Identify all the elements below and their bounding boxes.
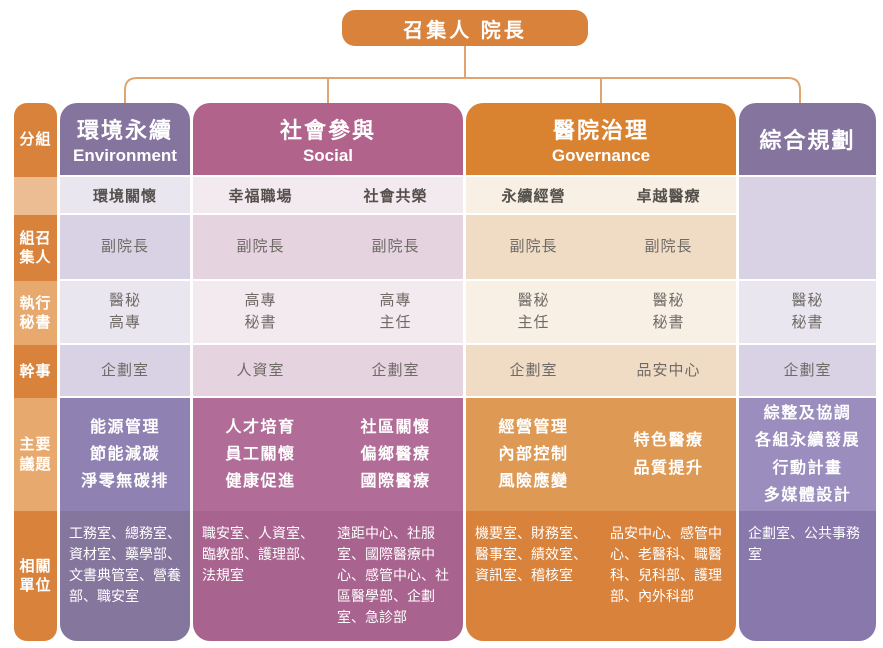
column-title-zh: 環境永續 <box>76 117 173 143</box>
row-subconveners: 副院長 副院長 <box>466 215 736 281</box>
row-secretaries: 醫秘 主任 醫秘 秘書 <box>466 281 736 345</box>
cell-topics: 特色醫療 品質提升 <box>633 432 704 477</box>
cell-secretary: 高專 主任 <box>379 292 412 331</box>
cell-subgroup-name: 卓越醫療 <box>636 187 701 205</box>
cell-units-text: 企劃室、公共事務室 <box>748 525 860 562</box>
cell-units: 工務室、總務室、資材室、藥學部、文書典管室、營養部、職安室 <box>60 511 190 641</box>
column-header-social: 社會參與 Social <box>193 103 463 177</box>
cell-subgroup-name: 社會共榮 <box>363 187 428 205</box>
column-title-en: Social <box>302 145 354 165</box>
row-subgroup-names: 幸福職場 社會共榮 <box>193 177 463 215</box>
cell-subgroup-name: 環境關懷 <box>60 177 190 215</box>
cell-units-text: 品安中心、感管中心、老醫科、職醫科、兒科部、護理部、內外科部 <box>610 525 722 604</box>
connector-horizontal <box>124 77 801 103</box>
cell-secretary: 醫秘 秘書 <box>739 281 876 345</box>
cell-subconvener: 副院長 <box>509 238 558 256</box>
column-environment: 環境永續 Environment 環境關懷 副院長 醫秘 高專 企劃室 能源管理… <box>60 103 190 641</box>
column-title-en: Governance <box>551 145 651 165</box>
row-units: 職安室、人資室、臨教部、護理部、法規室 遠距中心、社服室、國際醫療中心、感管中心… <box>193 511 463 641</box>
cell-officer: 人資室 <box>236 361 285 379</box>
cell-subconvener: 副院長 <box>236 238 285 256</box>
column-governance: 醫院治理 Governance 永續經營 卓越醫療 副院長 副院長 醫秘 主任 … <box>466 103 736 641</box>
column-social: 社會參與 Social 幸福職場 社會共榮 副院長 副院長 高專 秘書 高專 主… <box>193 103 463 641</box>
row-officers: 人資室 企劃室 <box>193 345 463 398</box>
cell-subgroup-name: 永續經營 <box>501 187 566 205</box>
column-planning: 綜合規劃 醫秘 秘書 企劃室 綜整及協調 各組永續發展 行動計畫 多媒體設計 企… <box>739 103 876 641</box>
cell-subgroup-name: 幸福職場 <box>228 187 293 205</box>
cell-units: 企劃室、公共事務室 <box>739 511 876 641</box>
row-officers: 企劃室 品安中心 <box>466 345 736 398</box>
cell-officer: 企劃室 <box>509 361 558 379</box>
cell-officer: 企劃室 <box>371 361 420 379</box>
row-topics: 人才培育 員工關懷 健康促進 社區關懷 偏鄉醫療 國際醫療 <box>193 398 463 511</box>
row-label-rail: 分組 組召 集人 執行 秘書 幹事 主要 議題 相關 單位 <box>14 103 57 641</box>
cell-subgroup-merged <box>739 177 876 281</box>
row-units: 機要室、財務室、醫事室、績效室、資訊室、稽核室 品安中心、感管中心、老醫科、職醫… <box>466 511 736 641</box>
column-header-governance: 醫院治理 Governance <box>466 103 736 177</box>
cell-topics: 經營管理 內部控制 風險應變 <box>498 418 569 491</box>
cell-topics: 人才培育 員工關懷 健康促進 <box>225 418 296 491</box>
cell-topics: 能源管理 節能減碳 淨零無碳排 <box>60 398 190 511</box>
row-topics: 經營管理 內部控制 風險應變 特色醫療 品質提升 <box>466 398 736 511</box>
cell-officer: 品安中心 <box>636 361 701 379</box>
cell-topics: 社區關懷 偏鄉醫療 國際醫療 <box>360 418 431 491</box>
cell-units-text: 遠距中心、社服室、國際醫療中心、感管中心、社區醫學部、企劃室、急診部 <box>337 525 449 625</box>
row-secretaries: 高專 秘書 高專 主任 <box>193 281 463 345</box>
cell-subconvener: 副院長 <box>60 215 190 281</box>
cell-subconvener: 副院長 <box>644 238 693 256</box>
column-title-en: Environment <box>73 145 177 165</box>
column-title-zh: 醫院治理 <box>552 117 649 143</box>
cell-secretary: 醫秘 主任 <box>517 292 550 331</box>
row-label-group: 分組 <box>14 103 57 177</box>
cell-officer: 企劃室 <box>60 345 190 398</box>
cell-secretary: 醫秘 高專 <box>60 281 190 345</box>
connector-lines <box>124 44 801 103</box>
row-subgroup-names: 永續經營 卓越醫療 <box>466 177 736 215</box>
convener-box: 召集人 院長 <box>342 10 588 46</box>
row-label-officer: 幹事 <box>14 345 57 398</box>
cell-secretary: 醫秘 秘書 <box>652 292 685 331</box>
cell-secretary: 高專 秘書 <box>244 292 277 331</box>
row-label-topics: 主要 議題 <box>14 398 57 511</box>
convener-label: 召集人 院長 <box>403 19 527 42</box>
cell-units-text: 機要室、財務室、醫事室、績效室、資訊室、稽核室 <box>475 525 587 583</box>
column-title-zh: 綜合規劃 <box>759 128 856 153</box>
column-header-planning: 綜合規劃 <box>739 103 876 177</box>
cell-officer: 企劃室 <box>739 345 876 398</box>
cell-topics: 綜整及協調 各組永續發展 行動計畫 多媒體設計 <box>739 398 876 511</box>
row-label-spacer <box>14 177 57 215</box>
row-label-subconvener: 組召 集人 <box>14 215 57 281</box>
cell-units-text: 職安室、人資室、臨教部、護理部、法規室 <box>202 525 314 583</box>
row-subconveners: 副院長 副院長 <box>193 215 463 281</box>
cell-subconvener: 副院長 <box>371 238 420 256</box>
column-title-zh: 社會參與 <box>279 117 376 143</box>
column-header-environment: 環境永續 Environment <box>60 103 190 177</box>
cell-units-text: 工務室、總務室、資材室、藥學部、文書典管室、營養部、職安室 <box>69 525 181 604</box>
row-label-units: 相關 單位 <box>14 511 57 641</box>
row-label-secretary: 執行 秘書 <box>14 281 57 345</box>
